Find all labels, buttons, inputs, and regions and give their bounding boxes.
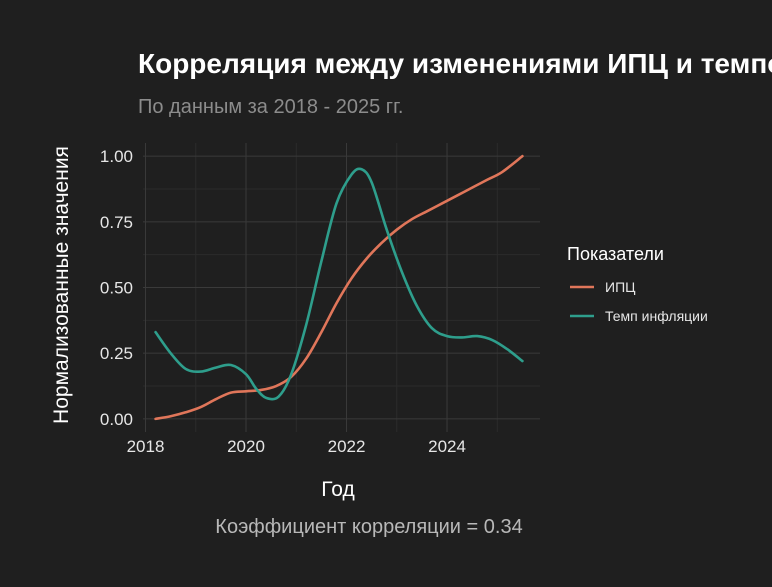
grid-minor-lines (143, 143, 540, 432)
x-tick-label: 2024 (428, 437, 466, 456)
series-line-cpi (154, 154, 524, 421)
y-tick-label: 0.00 (100, 410, 133, 429)
y-axis-ticks: 0.00 0.25 0.50 0.75 1.00 (100, 147, 133, 429)
series-lines (154, 154, 524, 421)
chart-caption: Коэффициент корреляции = 0.34 (215, 516, 522, 538)
y-tick-label: 0.25 (100, 344, 133, 363)
x-axis-ticks: 2018 2020 2022 2024 (127, 437, 466, 456)
chart-subtitle: По данным за 2018 - 2025 гг. (138, 96, 404, 118)
legend-title: Показатели (567, 244, 664, 264)
y-tick-label: 1.00 (100, 147, 133, 166)
chart-header: Корреляция между изменениями ИПЦ и темпо… (138, 48, 772, 118)
legend-item: Темп инфляции (570, 308, 708, 324)
x-tick-label: 2020 (227, 437, 265, 456)
y-tick-label: 0.75 (100, 213, 133, 232)
grid-major-lines (143, 143, 540, 432)
y-tick-label: 0.50 (100, 279, 133, 298)
chart-title: Корреляция между изменениями ИПЦ и темпо… (138, 48, 772, 79)
x-tick-label: 2022 (328, 437, 366, 456)
legend-items: ИПЦ Темп инфляции (570, 279, 708, 324)
x-axis-title: Год (321, 478, 354, 501)
legend-label: Темп инфляции (605, 308, 708, 324)
legend: Показатели ИПЦ Темп инфляции (567, 244, 708, 324)
series-line-inflation (154, 167, 524, 401)
y-axis-title: Нормализованные значения (50, 146, 73, 424)
legend-label: ИПЦ (605, 279, 636, 295)
x-tick-label: 2018 (127, 437, 165, 456)
legend-item: ИПЦ (570, 279, 636, 295)
